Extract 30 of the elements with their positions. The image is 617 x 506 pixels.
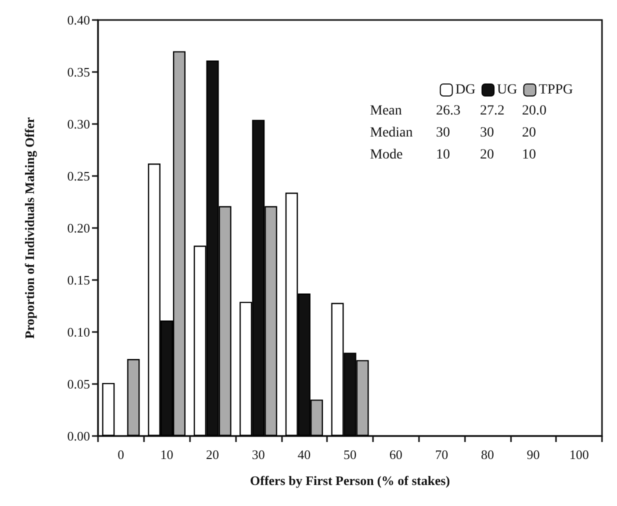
y-tick-label: 0.25 [67,168,90,184]
bar [102,382,115,436]
x-tick-label: 80 [480,447,494,462]
y-tick-label: 0.20 [67,220,90,236]
x-tick-label: 40 [298,447,311,462]
y-tick-label: 0.00 [67,428,90,444]
x-tick-label: 0 [118,447,124,462]
x-axis-title: Offers by First Person (% of stakes) [250,473,450,488]
y-axis-title: Proportion of Individuals Making Offer [22,117,37,339]
x-tick-label: 30 [252,447,265,462]
legend-label: TPPG [538,82,573,98]
x-tick-label: 90 [526,447,540,462]
bar [127,359,140,436]
y-tick-label: 0.05 [67,376,90,392]
x-tick-label: 20 [206,447,220,462]
x-tick-label: 100 [569,447,589,462]
y-tick-label: 0.40 [67,12,90,28]
legend-label: DG [455,82,476,98]
text: Mean 26.3 27.2 20.0 [370,104,546,118]
x-tick-label: 70 [435,447,448,462]
text: Median 30 30 20 [370,126,536,140]
y-tick-label: 0.15 [67,272,90,288]
legend-label: UG [497,82,518,98]
y-tick-label: 0.30 [67,116,90,132]
text: Mode 10 20 10 [370,148,536,162]
x-tick-label: 60 [389,447,402,462]
y-tick-label: 0.10 [67,324,90,340]
x-tick-label: 10 [160,447,174,462]
x-tick-label: 50 [344,447,356,462]
y-tick-label: 0.35 [67,64,90,80]
